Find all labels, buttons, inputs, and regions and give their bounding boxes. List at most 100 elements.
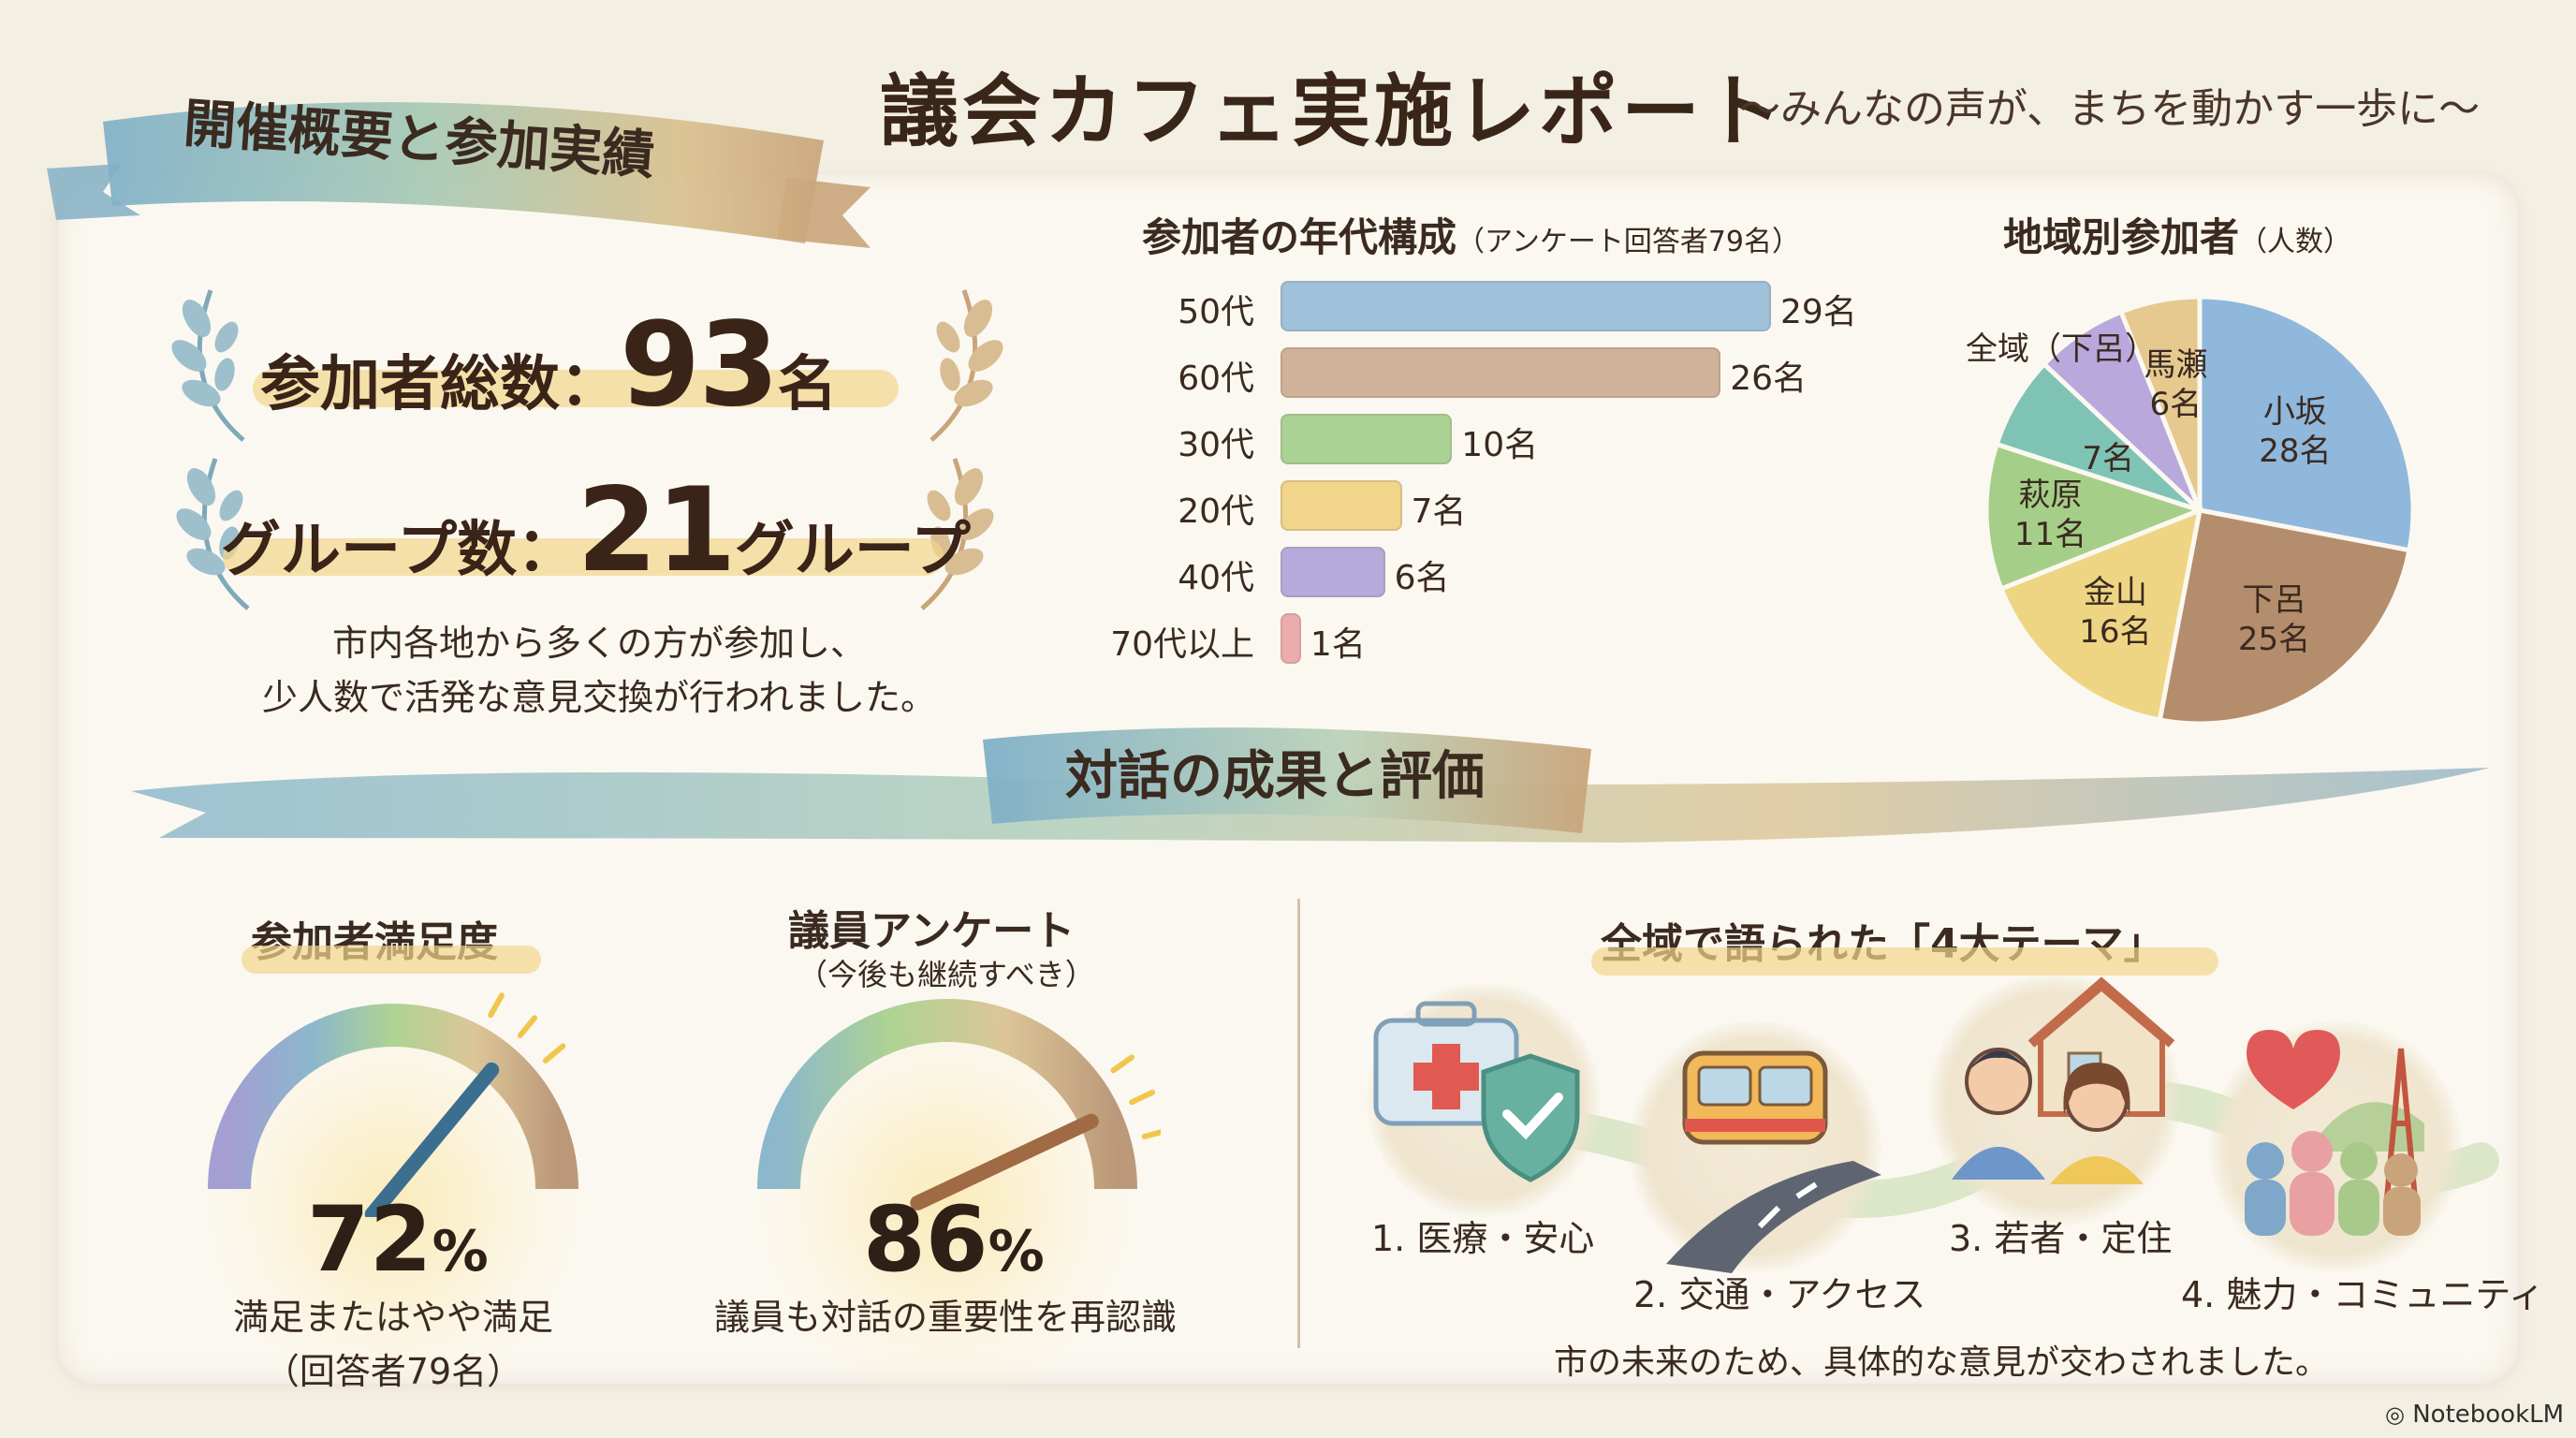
gauge-spark: [488, 992, 505, 1019]
groups-value: 21: [577, 463, 737, 598]
groups-stat: グループ数：21グループ: [221, 463, 971, 598]
train-road-icon: [1666, 1050, 1881, 1273]
bar-value-label: 7名: [1411, 492, 1467, 531]
pie-slice-name: 下呂: [2242, 580, 2306, 619]
community-tower-icon: [2245, 1030, 2424, 1236]
pie-slice-label: 萩原 11名: [2014, 476, 2086, 554]
section-divider: [1297, 899, 1300, 1348]
pie-slice-label: 全域（下呂）: [1966, 330, 2157, 368]
bar-category-label: 70代以上: [1110, 625, 1254, 664]
laurel-right-icon: [929, 289, 1003, 442]
age-chart-subtitle: （アンケート回答者79名）: [1456, 226, 1800, 258]
pie-slice-1: [2157, 507, 2412, 726]
pie-slice-0: [2197, 294, 2416, 553]
pie-slice-value: 16名: [2079, 612, 2152, 651]
laurel-left-icon: [171, 289, 245, 442]
bar-value-label: 6名: [1394, 559, 1450, 597]
region-chart-title-text: 地域別参加者: [2003, 214, 2240, 260]
participants-unit: 名: [777, 350, 838, 419]
councilor-subtitle: （今後も継続すべき）: [798, 957, 1095, 992]
bar-value-label: 29名: [1780, 293, 1857, 331]
description-line: 少人数で活発な意見交換が行われました。: [261, 677, 937, 718]
bar-4: [1281, 547, 1385, 597]
gauge-spark: [517, 1015, 538, 1038]
title-highlight: [1591, 947, 2218, 976]
young-couple-house-icon: [1952, 976, 2175, 1184]
page-title: 議会カフェ実施レポート: [880, 66, 1787, 157]
region-pie-labels: 小坂 28名下呂 25名 金山 16名 萩原 11名 全域（下呂） 7名 馬瀬 6名: [1966, 281, 2443, 730]
footer-brand-text: NotebookLM: [2412, 1401, 2565, 1429]
satisfaction-percent: %: [432, 1219, 489, 1284]
bar-3: [1281, 480, 1402, 531]
councilor-gauge: [757, 999, 1161, 1211]
pie-slice-label: 下呂 25名: [2238, 580, 2310, 659]
pie-slice-label: 馬瀬 6名: [2144, 345, 2207, 424]
gauge-arc: [208, 1004, 578, 1190]
gauge-spark: [1110, 1054, 1134, 1074]
pie-slice-3: [1983, 441, 2207, 593]
gauge-needle: [910, 1113, 1099, 1211]
age-chart-title-text: 参加者の年代構成: [1142, 214, 1457, 260]
councilor-description: 議員も対話の重要性を再認識: [713, 1297, 1177, 1338]
participants-stat: 参加者総数：93名: [260, 298, 838, 433]
bar-value-label: 26名: [1730, 360, 1808, 398]
gauge-arc: [757, 999, 1137, 1190]
region-chart-title: 地域別参加者（人数）: [2003, 206, 2351, 263]
laurel-left-icon: [176, 458, 250, 610]
satisfaction-desc-line: （回答者79名）: [263, 1351, 523, 1392]
pie-slice-name: 萩原: [2018, 477, 2083, 514]
stat-highlight: [253, 370, 899, 407]
bar-category-label: 60代: [1178, 360, 1254, 398]
theme-label-4: 4. 魅力・コミュニティ: [2181, 1274, 2545, 1315]
pie-slice-value: 28名: [2259, 432, 2332, 470]
page-subtitle: ～みんなの声が、まちを動かす一歩に～: [1739, 85, 2481, 133]
bar-value-label: 10名: [1461, 426, 1539, 464]
satisfaction-number: 72: [307, 1187, 432, 1292]
participants-label: 参加者総数：: [260, 350, 620, 419]
councilor-number: 86: [863, 1187, 988, 1292]
councilor-percent: %: [988, 1219, 1045, 1284]
satisfaction-value: 72%: [307, 1187, 489, 1292]
age-bar-chart: 50代 29名 60代 26名 30代 10名 20代 7名 40代 6名 70代以上 1名: [1086, 281, 1928, 683]
section1-ribbon: [47, 102, 871, 248]
pie-slice-value: 6名: [2149, 385, 2203, 423]
satisfaction-gauge: [208, 992, 578, 1217]
bar-0: [1281, 281, 1771, 331]
councilor-title: 議員アンケート: [788, 907, 1076, 955]
groups-label: グループ数：: [221, 516, 578, 585]
pie-slice-value: 7名: [2082, 440, 2135, 478]
bar-value-label: 1名: [1310, 625, 1366, 664]
bar-category-label: 20代: [1178, 492, 1254, 531]
theme-label-3: 3. 若者・定住: [1949, 1218, 2173, 1259]
participants-value: 93: [620, 298, 780, 433]
pie-slice-6: [2117, 294, 2203, 511]
medical-shield-icon: [1373, 1001, 1580, 1182]
section2-title: 対話の成果と評価: [1065, 746, 1485, 807]
notebooklm-logo-icon: ◎: [2385, 1401, 2405, 1428]
gauge-spark: [542, 1043, 566, 1064]
pie-slice-label: 小坂 28名: [2259, 392, 2331, 471]
description-line: 市内各地から多くの方が参加し、: [331, 623, 866, 664]
bar-category-label: 30代: [1178, 426, 1254, 464]
bar-category-label: 50代: [1178, 293, 1254, 331]
bar-1: [1281, 347, 1721, 398]
theme-label-1: 1. 医療・安心: [1371, 1218, 1595, 1259]
satisfaction-description: 満足またはやや満足 （回答者79名）: [197, 1290, 590, 1399]
pie-slice-2: [1998, 506, 2203, 723]
laurel-right-icon: [920, 458, 994, 610]
footer-brand: ◎ NotebookLM: [2385, 1401, 2564, 1429]
gauge-needle: [364, 1062, 500, 1217]
groups-unit: グループ: [734, 516, 971, 585]
bar-2: [1281, 414, 1453, 464]
pie-slice-name: 金山: [2083, 573, 2147, 611]
councilor-value: 86%: [863, 1187, 1045, 1292]
gauge-spark: [1141, 1129, 1161, 1139]
gauge-spark: [1129, 1089, 1155, 1106]
pie-slice-name: 小坂: [2262, 392, 2327, 431]
satisfaction-desc-line: 満足またはやや満足: [232, 1297, 553, 1338]
pie-slice-label: 金山 16名: [2079, 573, 2151, 652]
title-highlight: [242, 946, 541, 974]
bar-category-label: 40代: [1178, 559, 1254, 597]
region-pie-chart: [1983, 294, 2416, 726]
theme-label-2: 2. 交通・アクセス: [1633, 1274, 1926, 1315]
